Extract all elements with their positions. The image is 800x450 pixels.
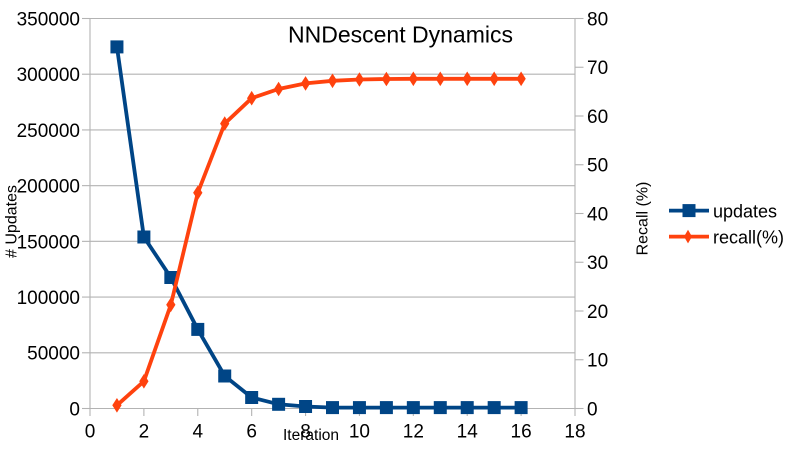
svg-text:Recall (%): Recall (%) xyxy=(635,182,652,256)
svg-text:150000: 150000 xyxy=(17,232,80,253)
svg-text:4: 4 xyxy=(192,422,203,443)
svg-text:6: 6 xyxy=(246,422,257,443)
svg-text:16: 16 xyxy=(511,422,532,443)
svg-text:250000: 250000 xyxy=(17,121,80,142)
svg-text:12: 12 xyxy=(403,422,424,443)
svg-text:0: 0 xyxy=(85,422,96,443)
svg-text:recall(%): recall(%) xyxy=(713,228,784,248)
svg-text:Iteration: Iteration xyxy=(283,427,339,444)
svg-text:300000: 300000 xyxy=(17,65,80,86)
svg-text:70: 70 xyxy=(587,58,608,79)
svg-text:80: 80 xyxy=(587,9,608,30)
svg-text:10: 10 xyxy=(587,351,608,372)
svg-text:100000: 100000 xyxy=(17,288,80,309)
svg-text:0: 0 xyxy=(587,399,598,420)
svg-text:50000: 50000 xyxy=(27,344,80,365)
svg-text:20: 20 xyxy=(587,302,608,323)
svg-text:40: 40 xyxy=(587,204,608,225)
svg-text:updates: updates xyxy=(713,202,777,222)
svg-text:NNDescent Dynamics: NNDescent Dynamics xyxy=(288,22,513,48)
svg-text:10: 10 xyxy=(349,422,370,443)
svg-text:50: 50 xyxy=(587,156,608,177)
svg-text:14: 14 xyxy=(457,422,479,443)
svg-text:200000: 200000 xyxy=(17,177,80,198)
svg-text:2: 2 xyxy=(139,422,150,443)
svg-text:60: 60 xyxy=(587,107,608,128)
svg-text:8: 8 xyxy=(300,422,311,443)
svg-text:# Updates: # Updates xyxy=(4,185,21,258)
svg-text:350000: 350000 xyxy=(17,9,80,30)
svg-text:18: 18 xyxy=(564,422,585,443)
svg-text:0: 0 xyxy=(69,399,80,420)
svg-text:30: 30 xyxy=(587,253,608,274)
